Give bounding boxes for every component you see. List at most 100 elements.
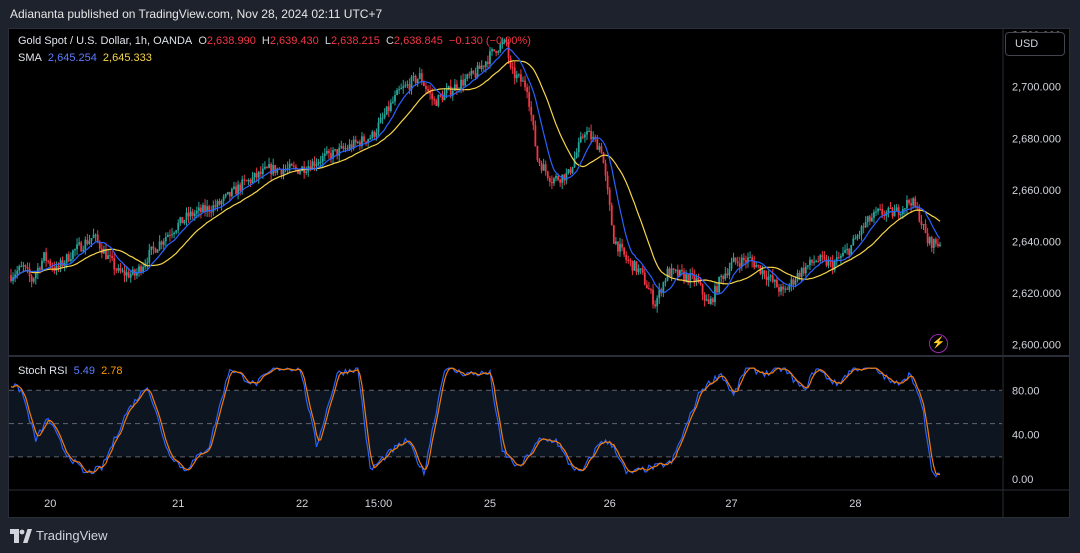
candle-body xyxy=(92,234,95,239)
candle-body xyxy=(456,84,458,90)
candle-body xyxy=(705,299,708,301)
candle-body xyxy=(460,79,462,89)
candle-body xyxy=(82,249,85,252)
candle-body xyxy=(41,260,43,270)
candle-body xyxy=(602,152,605,164)
candle-body xyxy=(773,279,776,282)
candle-body xyxy=(540,163,543,171)
candle-body xyxy=(361,136,363,147)
close-label: C xyxy=(385,35,394,47)
candle-body xyxy=(105,248,107,259)
candle-body xyxy=(850,244,853,255)
candle-body xyxy=(617,241,619,252)
candle-body xyxy=(204,205,206,212)
candle-body xyxy=(152,246,155,249)
time-tick-label: 25 xyxy=(484,498,496,510)
candle-body xyxy=(707,299,710,305)
candle-body xyxy=(930,237,933,248)
candle-body xyxy=(656,298,659,307)
candle-body xyxy=(404,85,407,87)
candle-body xyxy=(573,157,576,167)
candle-body xyxy=(736,261,739,264)
candle-body xyxy=(703,294,706,301)
candle-body xyxy=(340,146,343,148)
candle-body xyxy=(72,250,74,259)
high-label: H xyxy=(261,35,270,47)
candle-body xyxy=(218,201,221,205)
candle-body xyxy=(546,171,549,178)
candle-body xyxy=(181,217,184,224)
candle-body xyxy=(164,236,167,242)
candle-body xyxy=(96,234,99,242)
candle-body xyxy=(788,285,791,290)
candle-body xyxy=(939,244,941,247)
candle-body xyxy=(210,211,213,213)
candle-body xyxy=(654,304,657,307)
candle-body xyxy=(701,284,704,295)
candle-body xyxy=(695,277,698,282)
candle-body xyxy=(493,49,495,52)
candle-body xyxy=(330,153,332,159)
candle-body xyxy=(918,208,921,222)
candle-body xyxy=(761,270,764,274)
candle-body xyxy=(381,117,384,119)
candles-group xyxy=(10,37,941,313)
candle-body xyxy=(623,247,626,255)
candle-body xyxy=(22,265,25,267)
candle-body xyxy=(74,249,76,251)
candle-body xyxy=(734,257,737,262)
candle-body xyxy=(162,241,165,245)
close-value: 2,638.845 xyxy=(393,35,443,47)
candle-body xyxy=(666,268,669,281)
low-label: L xyxy=(324,35,331,47)
stoch-d-value: 2.78 xyxy=(101,365,123,377)
candle-body xyxy=(371,131,374,138)
candle-body xyxy=(658,289,661,299)
candle-body xyxy=(119,267,122,272)
candle-body xyxy=(113,258,116,270)
candle-body xyxy=(571,166,574,173)
candle-body xyxy=(645,284,648,289)
candle-body xyxy=(140,266,142,272)
candle-body xyxy=(323,153,326,157)
candle-body xyxy=(860,226,863,235)
candle-body xyxy=(920,221,923,225)
candle-body xyxy=(189,211,192,217)
candle-body xyxy=(794,280,797,285)
candle-body xyxy=(447,86,450,90)
candle-body xyxy=(526,87,529,93)
candle-body xyxy=(449,86,452,96)
candle-body xyxy=(550,181,553,184)
candle-body xyxy=(668,268,671,277)
candle-body xyxy=(249,179,252,183)
brand[interactable]: TradingView xyxy=(10,528,108,543)
candle-body xyxy=(804,266,807,274)
candle-body xyxy=(670,268,673,277)
candle-body xyxy=(844,250,846,253)
candle-body xyxy=(600,146,603,153)
candle-body xyxy=(588,131,590,133)
stoch-tick-label: 0.00 xyxy=(1012,474,1033,486)
price-legend: Gold Spot / U.S. Dollar, 1h, OANDA O2,63… xyxy=(18,35,534,47)
candle-body xyxy=(899,214,902,216)
candle-body xyxy=(129,274,132,278)
candle-body xyxy=(103,248,105,254)
candle-body xyxy=(590,131,593,140)
candle-body xyxy=(879,208,882,210)
candle-body xyxy=(247,179,250,182)
candle-body xyxy=(332,150,334,159)
sma-slow-line xyxy=(10,60,941,285)
candle-body xyxy=(363,136,365,142)
candle-body xyxy=(255,172,258,178)
candle-body xyxy=(237,184,239,195)
lightning-bolt-icon[interactable]: ⚡ xyxy=(929,334,948,353)
candle-body xyxy=(716,286,718,293)
candle-body xyxy=(722,275,725,279)
candle-body xyxy=(88,240,91,245)
candle-body xyxy=(811,259,813,263)
candle-body xyxy=(297,168,299,174)
candle-body xyxy=(435,100,438,106)
currency-button[interactable]: USD xyxy=(1005,32,1065,56)
symbol-title: Gold Spot / U.S. Dollar, 1h, OANDA xyxy=(18,35,193,47)
